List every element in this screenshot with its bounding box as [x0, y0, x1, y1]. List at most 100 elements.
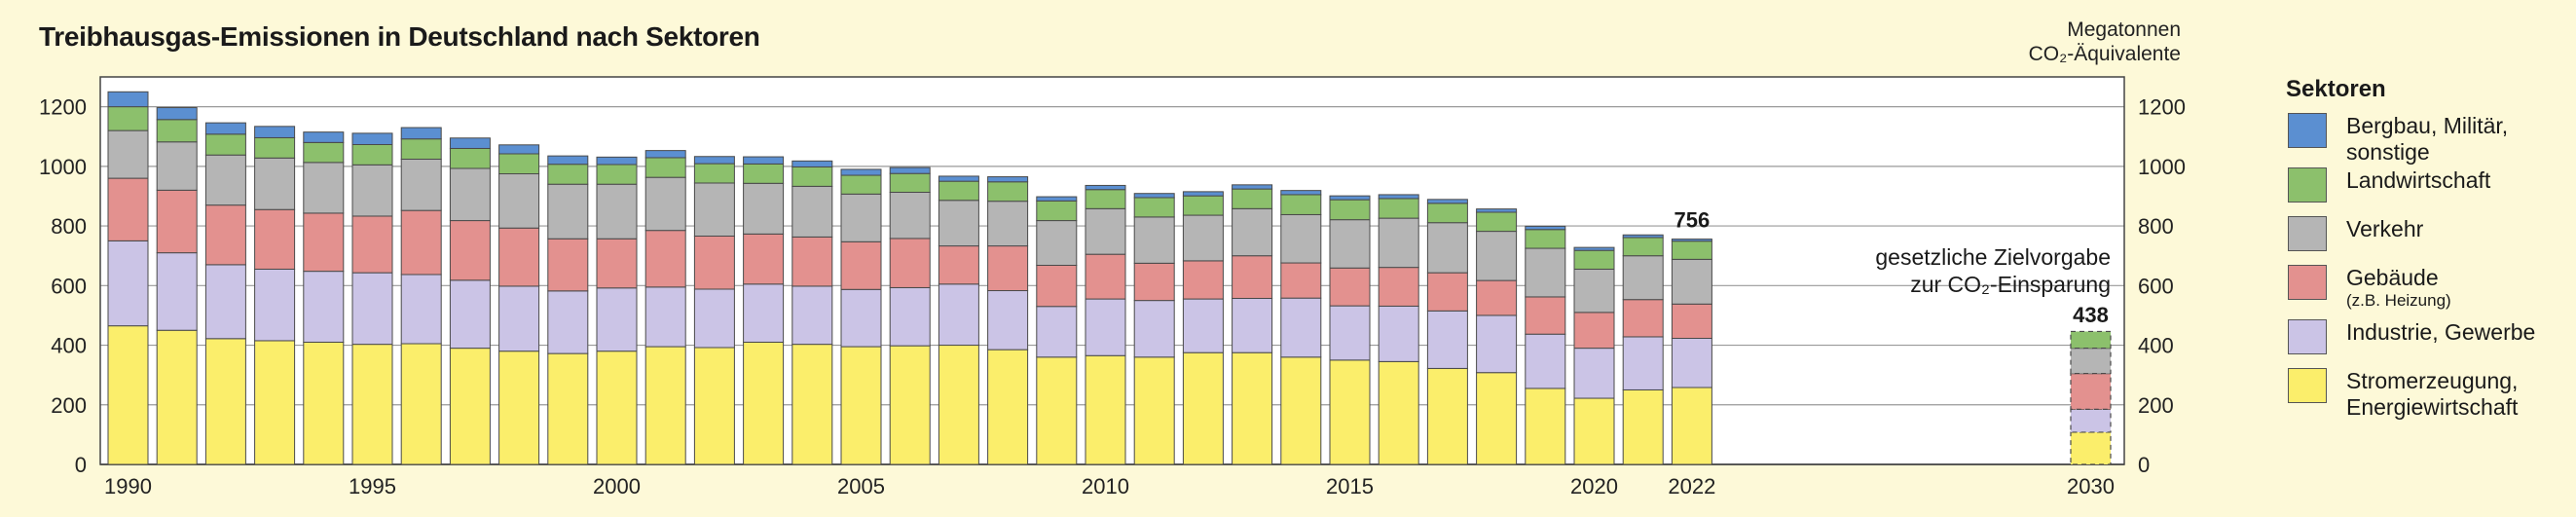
x-tick-label-2022: 2022	[1668, 474, 1715, 499]
bar-segment-2020-0	[1573, 397, 1615, 465]
bar-segment-1990-4	[107, 106, 149, 131]
bar-segment-1999-2	[547, 238, 589, 292]
bar-segment-1992-4	[204, 133, 246, 156]
bar-segment-1994-2	[303, 212, 345, 273]
bar-segment-2002-0	[693, 347, 735, 465]
chart-title: Treibhausgas-Emissionen in Deutschland n…	[39, 21, 760, 52]
bar-segment-2012-4	[1182, 195, 1224, 216]
bar-segment-2015-2	[1329, 267, 1371, 307]
bar-segment-2019-5	[1525, 225, 1566, 231]
bar-segment-2010-5	[1085, 184, 1126, 191]
legend-label-industrie: Industrie, Gewerbe	[2346, 319, 2536, 345]
legend-label-verkehr: Verkehr	[2346, 216, 2424, 241]
bar-segment-2002-4	[693, 163, 735, 184]
bar-segment-2017-3	[1426, 222, 1468, 274]
bar-segment-2002-1	[693, 288, 735, 349]
bar-segment-2011-5	[1133, 193, 1175, 199]
bar-segment-2010-1	[1085, 298, 1126, 356]
bar-segment-2022-3	[1671, 258, 1712, 305]
legend-item-bergbau: Bergbau, Militär, sonstige	[2286, 111, 2568, 165]
bar-segment-1990-2	[107, 177, 149, 241]
bar-segment-1999-0	[547, 352, 589, 465]
bar-segment-1990-3	[107, 129, 149, 179]
bar-segment-2001-0	[644, 346, 686, 465]
bar-segment-2013-1	[1232, 297, 1273, 353]
bar-segment-2000-5	[596, 156, 638, 166]
bar-segment-1992-3	[204, 154, 246, 206]
bar-segment-2015-1	[1329, 305, 1371, 361]
bar-segment-2000-0	[596, 351, 638, 465]
bar-segment-1991-5	[156, 107, 198, 121]
legend-swatch-verkehr	[2288, 216, 2327, 251]
bar-segment-1999-5	[547, 155, 589, 166]
bar-segment-1998-4	[498, 153, 540, 174]
bar-segment-2016-1	[1378, 305, 1419, 362]
bar-segment-2020-4	[1573, 249, 1615, 270]
bar-segment-1995-4	[351, 143, 393, 166]
bar-segment-2003-0	[743, 341, 785, 465]
bar-segment-1992-2	[204, 204, 246, 266]
bar-segment-2001-4	[644, 157, 686, 178]
bar-segment-2004-4	[791, 166, 833, 187]
bar-segment-2022-4	[1671, 240, 1712, 260]
bar-segment-2007-3	[938, 200, 979, 247]
bar-segment-2018-5	[1476, 208, 1518, 213]
bar-segment-2002-3	[693, 182, 735, 237]
bar-segment-2011-4	[1133, 197, 1175, 218]
y-tick-label-right: 1200	[2138, 95, 2186, 120]
bar-segment-1997-1	[449, 279, 491, 350]
bar-segment-2014-0	[1280, 356, 1322, 465]
bar-segment-2009-0	[1036, 356, 1078, 465]
y-tick-label-right: 0	[2138, 453, 2150, 477]
bar-segment-1998-2	[498, 227, 540, 287]
bar-segment-1995-2	[351, 215, 393, 274]
bar-segment-2005-5	[840, 168, 882, 176]
target-bar-segment-2	[2070, 373, 2112, 410]
bar-segment-2017-2	[1426, 272, 1468, 312]
bar-segment-1995-1	[351, 272, 393, 346]
bar-segment-2008-0	[987, 349, 1029, 465]
bar-segment-2009-2	[1036, 264, 1078, 308]
y-tick-label-left: 400	[51, 334, 87, 358]
bar-segment-1993-3	[254, 157, 296, 210]
y-tick-label-left: 1000	[39, 155, 87, 179]
bar-segment-2020-2	[1573, 312, 1615, 350]
bar-segment-2004-2	[791, 236, 833, 287]
bar-segment-2014-3	[1280, 213, 1322, 264]
legend-item-verkehr: Verkehr	[2286, 214, 2568, 257]
bar-segment-2002-5	[693, 156, 735, 165]
bar-segment-2020-5	[1573, 246, 1615, 251]
bar-segment-2019-0	[1525, 388, 1566, 465]
legend-item-strom: Stromerzeugung, Energiewirtschaft	[2286, 366, 2568, 420]
bar-segment-2003-5	[743, 156, 785, 165]
target-bar-segment-4	[2070, 330, 2112, 350]
bar-segment-2019-3	[1525, 247, 1566, 298]
bar-segment-2007-0	[938, 345, 979, 465]
bar-segment-1993-1	[254, 268, 296, 342]
bar-segment-2014-1	[1280, 297, 1322, 358]
bar-segment-2010-2	[1085, 253, 1126, 300]
bar-segment-2017-5	[1426, 199, 1468, 204]
target-annotation-line-2: zur CO₂-Einsparung	[1910, 272, 2111, 297]
bar-segment-2011-0	[1133, 356, 1175, 465]
bar-segment-2010-3	[1085, 207, 1126, 255]
bar-segment-1993-4	[254, 136, 296, 159]
x-tick-label-2010: 2010	[1082, 474, 1129, 499]
x-tick-label-2000: 2000	[593, 474, 641, 499]
legend-label-bergbau: Bergbau, Militär, sonstige	[2346, 113, 2509, 165]
bar-segment-2003-1	[743, 283, 785, 343]
bar-segment-2018-1	[1476, 314, 1518, 374]
bar-segment-2020-1	[1573, 348, 1615, 399]
bar-segment-2010-0	[1085, 354, 1126, 465]
bar-segment-1994-0	[303, 341, 345, 465]
bar-segment-2021-5	[1622, 234, 1664, 239]
bar-segment-2012-5	[1182, 191, 1224, 197]
bar-segment-2011-2	[1133, 262, 1175, 302]
bar-segment-2022-1	[1671, 337, 1712, 388]
bar-segment-2000-4	[596, 164, 638, 185]
legend-swatch-industrie	[2288, 319, 2327, 354]
bar-segment-1998-3	[498, 173, 540, 229]
bar-segment-2019-4	[1525, 229, 1566, 249]
bar-segment-2021-2	[1622, 299, 1664, 338]
bar-segment-2006-1	[889, 286, 931, 347]
